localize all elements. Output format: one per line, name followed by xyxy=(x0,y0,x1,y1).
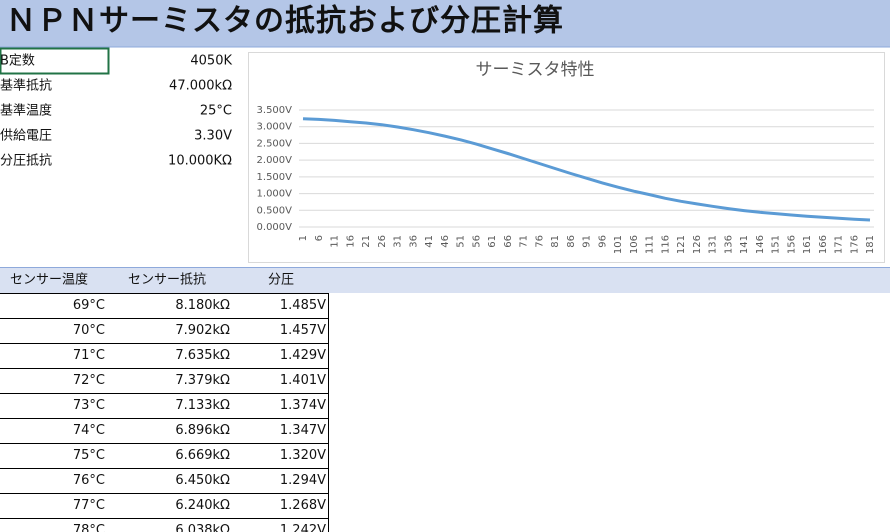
y-tick-label: 2.000V xyxy=(257,155,293,166)
column-header: 分圧 xyxy=(268,273,294,288)
x-tick-label: 136 xyxy=(723,235,734,254)
x-tick-label: 151 xyxy=(771,235,782,254)
table-cell: 7.379kΩ xyxy=(175,373,230,388)
table-cell: 6.038kΩ xyxy=(175,523,230,532)
x-tick-label: 21 xyxy=(361,235,372,248)
x-tick-label: 176 xyxy=(849,235,860,254)
table-cell: 73°C xyxy=(73,398,105,413)
x-tick-label: 91 xyxy=(582,235,593,248)
x-tick-label: 166 xyxy=(818,235,829,254)
table-cell: 6.240kΩ xyxy=(175,498,230,513)
table-cell: 78°C xyxy=(73,523,105,532)
param-value: 47.000kΩ xyxy=(169,79,232,94)
param-label: B定数 xyxy=(0,54,35,69)
x-tick-label: 161 xyxy=(802,235,813,254)
table-cell: 6.450kΩ xyxy=(175,473,230,488)
param-label: 基準抵抗 xyxy=(0,78,52,94)
x-tick-label: 181 xyxy=(865,235,876,254)
table-cell: 6.669kΩ xyxy=(175,448,230,463)
column-header: センサー温度 xyxy=(10,272,88,288)
y-tick-label: 0.500V xyxy=(257,205,293,216)
table-cell: 6.896kΩ xyxy=(175,423,230,438)
x-tick-label: 106 xyxy=(629,235,640,254)
x-tick-label: 121 xyxy=(676,235,687,254)
x-tick-label: 51 xyxy=(456,235,467,248)
line-series xyxy=(302,117,871,222)
param-value: 25°C xyxy=(200,104,232,119)
table-cell: 76°C xyxy=(73,473,105,488)
x-tick-label: 41 xyxy=(424,235,435,248)
x-tick-label: 156 xyxy=(786,235,797,254)
param-label: 基準温度 xyxy=(0,103,52,119)
x-tick-label: 71 xyxy=(519,235,530,248)
x-tick-label: 31 xyxy=(393,235,404,248)
page-title: ＮＰＮサーミスタの抵抗および分圧計算 xyxy=(6,4,564,39)
chart-title: サーミスタ特性 xyxy=(476,60,595,80)
x-tick-label: 76 xyxy=(534,235,545,248)
table-cell: 1.294V xyxy=(280,473,326,488)
table-cell: 71°C xyxy=(73,348,105,363)
x-tick-label: 56 xyxy=(471,235,482,248)
param-label: 供給電圧 xyxy=(0,129,52,144)
x-tick-label: 36 xyxy=(408,235,419,248)
y-tick-label: 3.000V xyxy=(257,122,293,133)
x-tick-label: 11 xyxy=(330,235,341,248)
table-cell: 7.133kΩ xyxy=(175,398,230,413)
title-bar xyxy=(0,0,890,47)
param-value: 4050K xyxy=(190,54,232,69)
x-tick-label: 81 xyxy=(550,235,561,248)
y-tick-label: 1.000V xyxy=(257,189,293,200)
table-cell: 1.347V xyxy=(280,423,326,438)
x-tick-label: 116 xyxy=(660,235,671,254)
param-value: 3.30V xyxy=(194,129,232,144)
table-cell: 8.180kΩ xyxy=(175,298,230,313)
table-cell: 74°C xyxy=(73,423,105,438)
x-tick-label: 126 xyxy=(692,235,703,254)
param-value: 10.000KΩ xyxy=(168,154,232,169)
x-tick-label: 16 xyxy=(345,235,356,248)
table-cell: 70°C xyxy=(73,323,105,338)
table-cell: 1.320V xyxy=(280,448,326,463)
x-tick-label: 26 xyxy=(377,235,388,248)
x-tick-label: 86 xyxy=(566,235,577,248)
selected-cell[interactable] xyxy=(0,47,110,75)
param-label: 分圧抵抗 xyxy=(0,154,52,169)
table-cell: 75°C xyxy=(73,448,105,463)
column-header: センサー抵抗 xyxy=(128,273,206,288)
table-cell: 7.902kΩ xyxy=(175,323,230,338)
x-tick-label: 46 xyxy=(440,235,451,248)
table-cell: 1.457V xyxy=(280,323,326,338)
x-tick-label: 171 xyxy=(834,235,845,254)
table-cell: 69°C xyxy=(73,298,105,313)
x-tick-label: 61 xyxy=(487,235,498,248)
table-cell: 7.635kΩ xyxy=(175,348,230,363)
x-tick-label: 1 xyxy=(298,235,309,241)
x-tick-label: 6 xyxy=(314,235,325,241)
table-cell: 77°C xyxy=(73,498,105,513)
y-tick-label: 0.000V xyxy=(257,222,293,233)
table-cell: 1.485V xyxy=(280,298,326,313)
table-cell: 1.268V xyxy=(280,498,326,513)
table-header-bg xyxy=(0,268,890,293)
x-tick-label: 141 xyxy=(739,235,750,254)
x-tick-label: 66 xyxy=(503,235,514,248)
table-cell: 1.374V xyxy=(280,398,326,413)
y-tick-label: 1.500V xyxy=(257,172,293,183)
table-cell: 72°C xyxy=(73,373,105,388)
x-tick-label: 101 xyxy=(613,235,624,254)
y-tick-label: 2.500V xyxy=(257,138,293,149)
x-tick-label: 131 xyxy=(708,235,719,254)
chart-frame xyxy=(248,52,885,263)
table-cell: 1.429V xyxy=(280,348,326,363)
x-tick-label: 146 xyxy=(755,235,766,254)
table-cell: 1.401V xyxy=(280,373,326,388)
x-tick-label: 111 xyxy=(645,235,656,254)
x-tick-label: 96 xyxy=(597,235,608,248)
y-tick-label: 3.500V xyxy=(257,105,293,116)
table-cell: 1.242V xyxy=(280,523,326,532)
